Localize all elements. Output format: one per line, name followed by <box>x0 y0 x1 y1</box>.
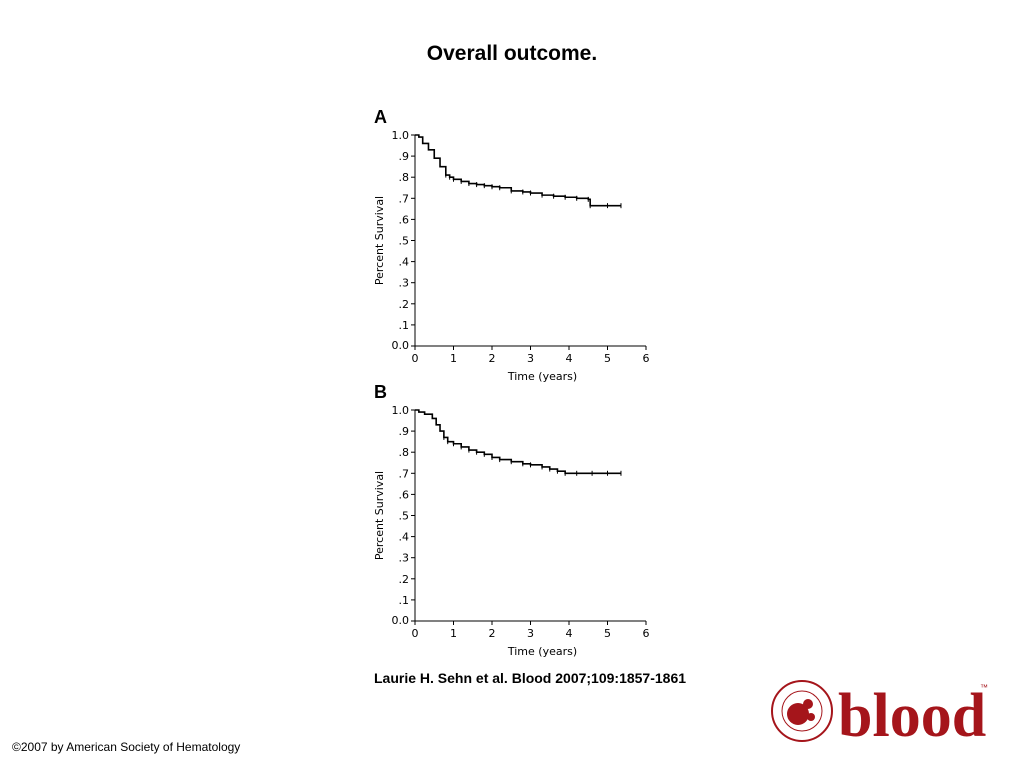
y-tick-label: .4 <box>399 256 410 269</box>
panel-letter: B <box>374 382 387 402</box>
y-tick-label: 0.0 <box>392 614 410 627</box>
survival-curve <box>415 409 621 475</box>
slide-title: Overall outcome. <box>426 42 598 65</box>
y-tick-label: .2 <box>399 573 410 586</box>
chart-svg: A 0.0 .1 .2 .3 .4 .5 .6 .7 .8 .9 1.0 0 1 2 3 4 5 6 Time (ye… <box>373 107 650 383</box>
x-tick-label: 0 <box>412 627 419 640</box>
x-tick-label: 2 <box>489 627 496 640</box>
survival-chart-a: A 0.0 .1 .2 .3 .4 .5 .6 .7 .8 .9 1.0 0 1 2 3 4 5 6 Time (ye… <box>360 107 660 383</box>
x-axis-title: Time (years) <box>507 645 577 658</box>
y-tick-label: 1.0 <box>392 404 410 417</box>
y-tick-label: .8 <box>399 446 410 459</box>
chart-svg: B 0.0 .1 .2 .3 .4 .5 .6 .7 .8 .9 1.0 0 1 2 3 4 5 6 Time (ye… <box>373 382 650 658</box>
y-tick-label: .3 <box>399 552 410 565</box>
y-tick-label: .6 <box>399 488 410 501</box>
y-tick-label: .7 <box>399 192 410 205</box>
x-tick-label: 2 <box>489 352 496 365</box>
x-tick-label: 4 <box>566 627 573 640</box>
x-tick-label: 5 <box>604 627 611 640</box>
y-tick-label: .1 <box>399 594 410 607</box>
y-tick-label: 1.0 <box>392 129 410 142</box>
y-tick-label: .5 <box>399 235 410 248</box>
x-tick-label: 6 <box>643 352 650 365</box>
x-tick-label: 4 <box>566 352 573 365</box>
panel-letter: A <box>374 107 387 127</box>
y-tick-label: .5 <box>399 510 410 523</box>
x-tick-label: 3 <box>527 352 534 365</box>
y-tick-label: .6 <box>399 213 410 226</box>
x-tick-label: 1 <box>450 352 457 365</box>
logo-trademark: ™ <box>980 683 988 692</box>
x-tick-label: 6 <box>643 627 650 640</box>
y-tick-label: .9 <box>399 150 410 163</box>
y-axis-title: Percent Survival <box>373 196 386 285</box>
x-tick-label: 0 <box>412 352 419 365</box>
y-tick-label: .3 <box>399 277 410 290</box>
x-axis-title: Time (years) <box>507 370 577 383</box>
citation: Laurie H. Sehn et al. Blood 2007;109:185… <box>374 670 687 686</box>
y-tick-label: .7 <box>399 467 410 480</box>
society-seal-icon <box>771 680 833 742</box>
y-tick-label: 0.0 <box>392 339 410 352</box>
survival-chart-b: B 0.0 .1 .2 .3 .4 .5 .6 .7 .8 .9 1.0 0 1 2 3 4 5 6 Time (ye… <box>360 382 660 658</box>
y-tick-label: .8 <box>399 171 410 184</box>
y-tick-label: .9 <box>399 425 410 438</box>
x-tick-label: 1 <box>450 627 457 640</box>
x-tick-label: 3 <box>527 627 534 640</box>
y-axis-title: Percent Survival <box>373 471 386 560</box>
y-tick-label: .4 <box>399 531 410 544</box>
x-tick-label: 5 <box>604 352 611 365</box>
survival-curve <box>415 134 621 207</box>
logo-wordmark: blood <box>838 682 986 746</box>
copyright: ©2007 by American Society of Hematology <box>12 740 241 754</box>
y-tick-label: .1 <box>399 319 410 332</box>
blood-journal-logo: blood ™ <box>770 676 1000 750</box>
y-tick-label: .2 <box>399 298 410 311</box>
